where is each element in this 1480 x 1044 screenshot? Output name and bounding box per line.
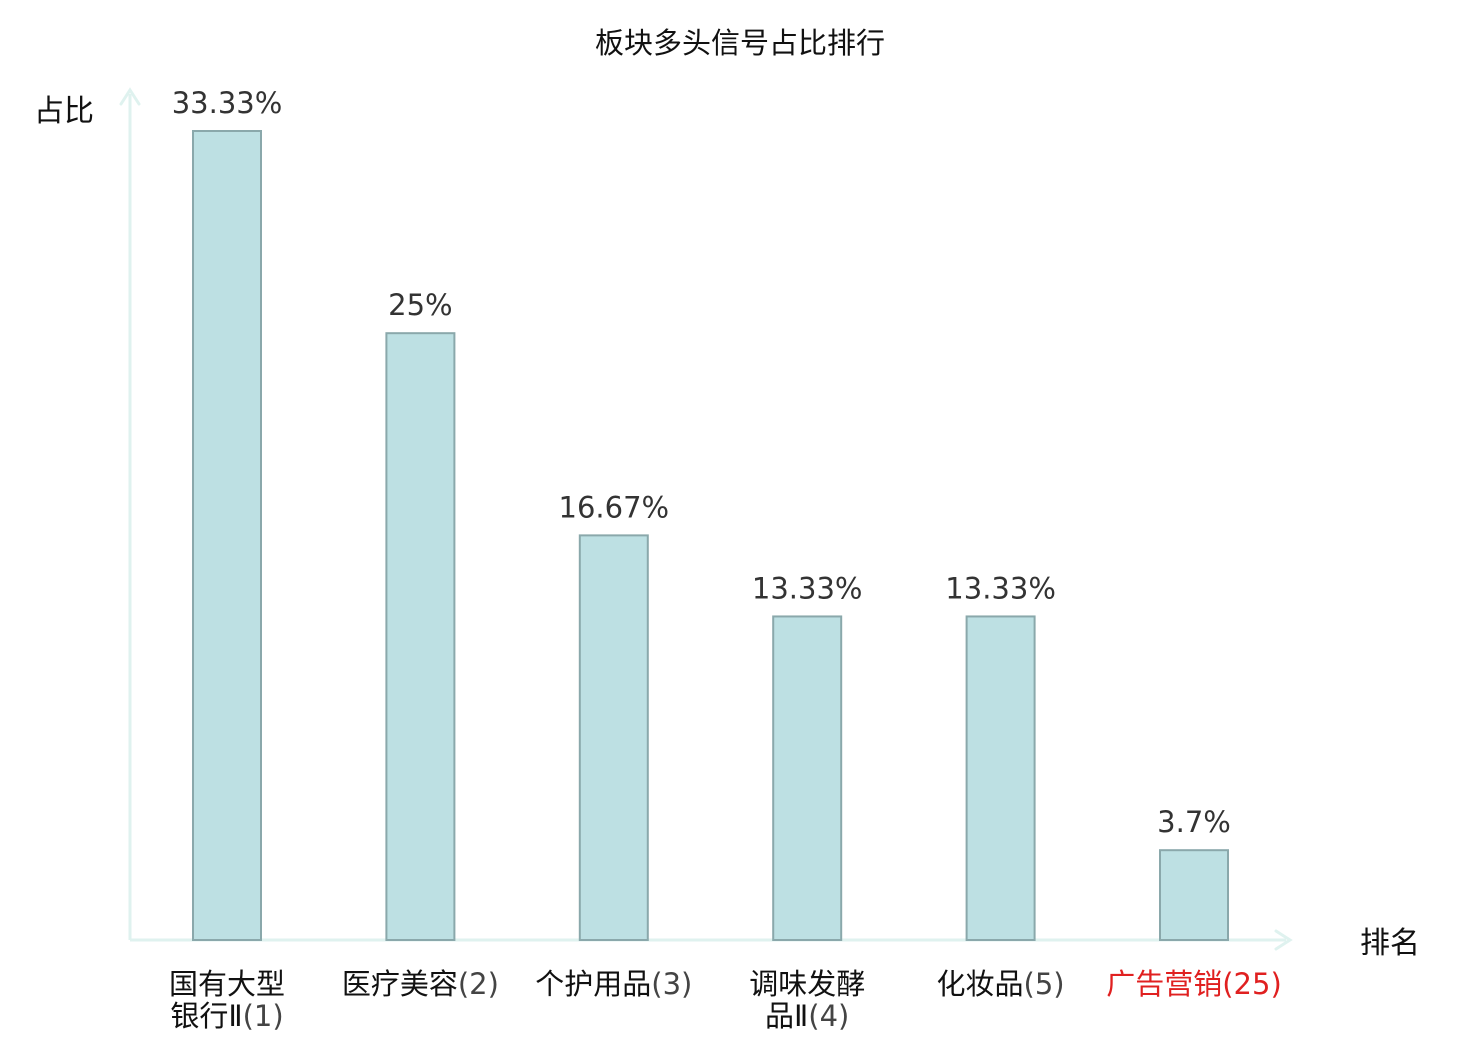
category-name: 调味发酵 <box>749 967 865 1001</box>
category-name: 个护用品 <box>535 967 651 1001</box>
category-rank: (5) <box>1024 967 1065 1001</box>
category-label: 广告营销(25) <box>1106 967 1282 1001</box>
value-label: 25% <box>388 288 452 322</box>
y-axis-label: 占比 <box>34 94 94 129</box>
bar <box>578 534 649 942</box>
bar <box>385 332 456 941</box>
category-label: 调味发酵 <box>749 967 865 1001</box>
bar <box>1159 849 1229 941</box>
category-label: 医疗美容(2) <box>342 967 499 1001</box>
category-label: 银行Ⅱ(1) <box>170 999 283 1033</box>
category-rank: (4) <box>808 999 849 1033</box>
bar <box>772 615 843 941</box>
bars-group <box>192 130 1229 942</box>
category-rank: (1) <box>243 999 284 1033</box>
x-axis-arrow-icon <box>1274 929 1293 951</box>
category-label: 个护用品(3) <box>535 967 692 1001</box>
y-axis-arrow-icon <box>119 87 141 106</box>
bar <box>965 615 1036 941</box>
value-label: 16.67% <box>559 490 670 524</box>
category-label: 化妆品(5) <box>937 967 1065 1001</box>
value-label: 3.7% <box>1157 805 1231 839</box>
axes <box>119 87 1293 951</box>
category-rank: (3) <box>651 967 692 1001</box>
category-name: 银行Ⅱ <box>170 999 242 1033</box>
value-label: 33.33% <box>172 86 283 120</box>
category-rank: (2) <box>458 967 499 1001</box>
category-name: 医疗美容 <box>342 967 458 1001</box>
category-label: 国有大型 <box>169 967 285 1001</box>
value-label: 13.33% <box>945 571 1056 605</box>
chart-title: 板块多头信号占比排行 <box>595 26 885 60</box>
category-name: 化妆品 <box>937 967 1024 1001</box>
category-name: 国有大型 <box>169 967 285 1001</box>
category-label: 品Ⅱ(4) <box>765 999 849 1033</box>
bar <box>192 130 262 941</box>
category-name: 品Ⅱ <box>765 999 808 1033</box>
value-labels-group: 33.33% 25% 16.67% 13.33% 13.33% 3.7% <box>172 86 1231 839</box>
category-name: 广告营销 <box>1106 967 1222 1001</box>
category-rank: (25) <box>1222 967 1282 1001</box>
x-axis-label: 排名 <box>1360 926 1420 961</box>
value-label: 13.33% <box>752 571 863 605</box>
